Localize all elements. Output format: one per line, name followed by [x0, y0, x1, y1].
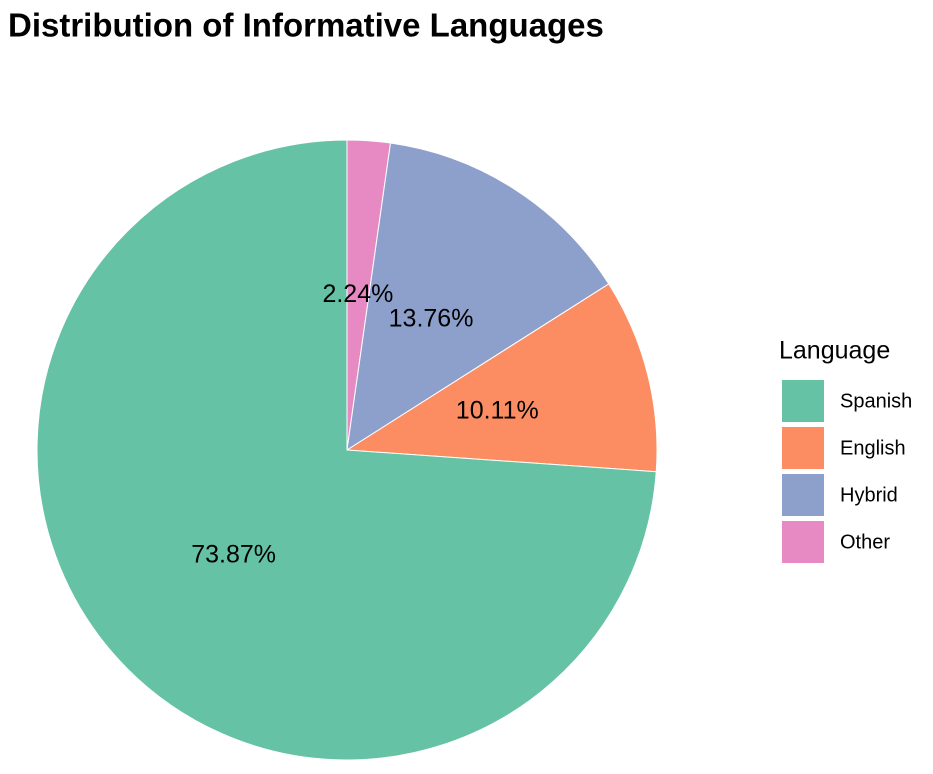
legend-label: English	[840, 437, 906, 459]
legend-label: Hybrid	[840, 484, 898, 506]
pie-slice	[36, 139, 657, 761]
chart-title: Distribution of Informative Languages	[8, 7, 604, 44]
value-label: 2.24%	[322, 280, 393, 308]
pie: 2.24%13.76% 10.11% 73.87%	[36, 139, 658, 761]
legend-label: Spanish	[840, 390, 912, 412]
legend-key	[782, 521, 824, 563]
pie-slice	[346, 142, 610, 452]
value-label: 13.76%	[389, 304, 474, 332]
legend-title: Language	[779, 337, 890, 365]
legend: Spanish English Hybrid Other	[782, 380, 912, 563]
legend-label: Other	[840, 531, 890, 553]
legend-key	[782, 474, 824, 516]
legend-key	[782, 380, 824, 422]
value-label: 73.87%	[191, 540, 276, 568]
value-label: 10.11%	[456, 397, 539, 425]
pie-slice	[345, 283, 658, 473]
legend-key	[782, 427, 824, 469]
